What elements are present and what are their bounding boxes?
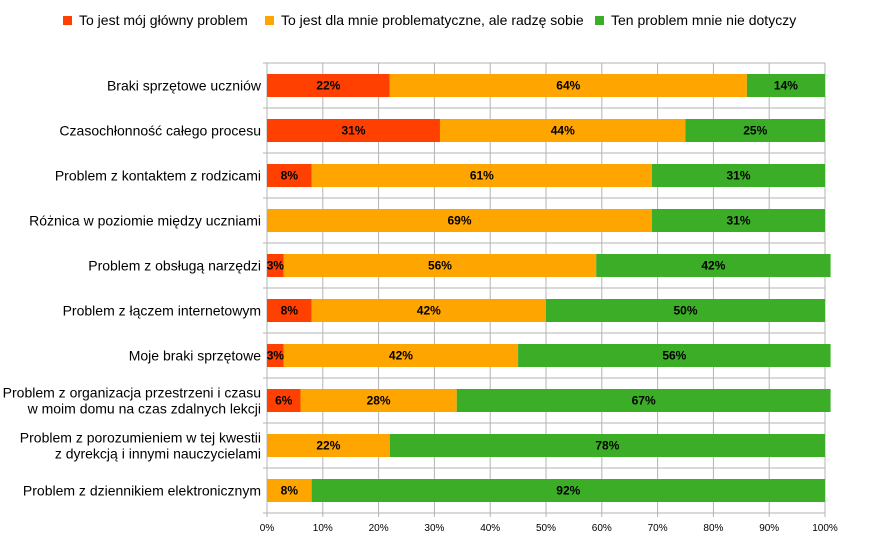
bar-value-label: 31% <box>726 169 750 183</box>
bar-value-label: 3% <box>267 349 285 363</box>
bar-value-label: 6% <box>275 394 293 408</box>
category-label: z dyrekcją i innymi nauczycielami <box>55 446 261 462</box>
x-tick-label: 10% <box>313 523 333 534</box>
bar-segment <box>283 254 597 277</box>
category-label: Problem z organizacja przestrzeni i czas… <box>3 385 261 401</box>
bar-segment <box>267 434 390 457</box>
category-label: Problem z porozumieniem w tej kwestii <box>20 430 261 446</box>
category-label: Różnica w poziomie między uczniami <box>29 213 261 229</box>
bar-segment <box>267 164 312 187</box>
bar-segment <box>267 479 312 502</box>
x-tick-label: 20% <box>369 523 389 534</box>
legend-swatch <box>265 15 274 25</box>
x-tick-label: 70% <box>648 523 668 534</box>
bar-value-label: 42% <box>389 349 413 363</box>
x-tick-label: 90% <box>759 523 779 534</box>
bar-segment <box>685 119 825 142</box>
category-label: Problem z dziennikiem elektronicznym <box>23 483 261 499</box>
x-tick-label: 40% <box>480 523 500 534</box>
bar-value-label: 64% <box>556 79 580 93</box>
bar-segment <box>439 119 686 142</box>
bar-segment <box>746 74 825 97</box>
bar-segment <box>456 389 831 412</box>
x-tick-label: 30% <box>424 523 444 534</box>
legend-item: To jest dla mnie problematyczne, ale rad… <box>265 12 584 28</box>
bar-value-label: 61% <box>470 169 494 183</box>
bar-value-label: 56% <box>662 349 686 363</box>
bar-segment <box>311 479 825 502</box>
category-label: Moje braki sprzętowe <box>129 348 261 364</box>
bar-value-label: 22% <box>316 79 340 93</box>
x-tick-label: 60% <box>592 523 612 534</box>
bar-segment <box>267 74 390 97</box>
category-label: Czasochłonność całego procesu <box>59 123 261 139</box>
bar-segment <box>311 164 653 187</box>
bar-value-label: 42% <box>417 304 441 318</box>
legend-swatch <box>595 15 604 25</box>
bar-segment <box>300 389 457 412</box>
bar-segment <box>267 254 284 277</box>
legend-label: To jest mój główny problem <box>79 12 248 28</box>
bar-value-label: 92% <box>556 484 580 498</box>
bar-value-label: 25% <box>743 124 767 138</box>
x-tick-label: 50% <box>536 523 556 534</box>
category-label: Problem z kontaktem z rodzicami <box>55 168 261 184</box>
bar-value-label: 8% <box>281 484 299 498</box>
bar-value-label: 31% <box>726 214 750 228</box>
legend-label: Ten problem mnie nie dotyczy <box>611 12 797 28</box>
bar-value-label: 3% <box>267 259 285 273</box>
bar-value-label: 28% <box>367 394 391 408</box>
bar-value-label: 14% <box>774 79 798 93</box>
bar-value-label: 8% <box>281 169 299 183</box>
bar-value-label: 67% <box>632 394 656 408</box>
legend: To jest mój główny problem To jest dla mn… <box>0 12 869 34</box>
x-tick-label: 80% <box>703 523 723 534</box>
bar-segment <box>283 344 519 367</box>
category-label: Problem z obsługą narzędzi <box>88 258 261 274</box>
bar-value-label: 69% <box>447 214 471 228</box>
bar-segment <box>267 344 284 367</box>
bar-segment <box>518 344 831 367</box>
bar-value-label: 78% <box>595 439 619 453</box>
bar-value-label: 44% <box>551 124 575 138</box>
bar-segment <box>652 209 825 232</box>
legend-item: Ten problem mnie nie dotyczy <box>595 12 796 28</box>
bar-segment <box>389 434 825 457</box>
bar-segment <box>267 119 440 142</box>
category-label: w moim domu na czas zdalnych lekcji <box>27 401 261 417</box>
bar-segment <box>596 254 831 277</box>
legend-swatch <box>63 15 72 25</box>
category-label: Braki sprzętowe uczniów <box>107 78 262 94</box>
bar-value-label: 56% <box>428 259 452 273</box>
x-tick-label: 0% <box>260 523 275 534</box>
legend-item: To jest mój główny problem <box>63 12 248 28</box>
legend-label: To jest dla mnie problematyczne, ale rad… <box>281 12 584 28</box>
bar-segment <box>546 299 825 322</box>
x-tick-label: 100% <box>812 523 838 534</box>
bar-segment <box>311 299 546 322</box>
bar-value-label: 22% <box>316 439 340 453</box>
bar-value-label: 42% <box>701 259 725 273</box>
bar-segment <box>389 74 747 97</box>
bar-segment <box>267 389 301 412</box>
bar-segment <box>652 164 825 187</box>
category-label: Problem z łączem internetowym <box>63 303 261 319</box>
bar-value-label: 50% <box>673 304 697 318</box>
bar-segment <box>267 299 312 322</box>
bar-value-label: 8% <box>281 304 299 318</box>
bar-segment <box>267 209 653 232</box>
bar-value-label: 31% <box>341 124 365 138</box>
